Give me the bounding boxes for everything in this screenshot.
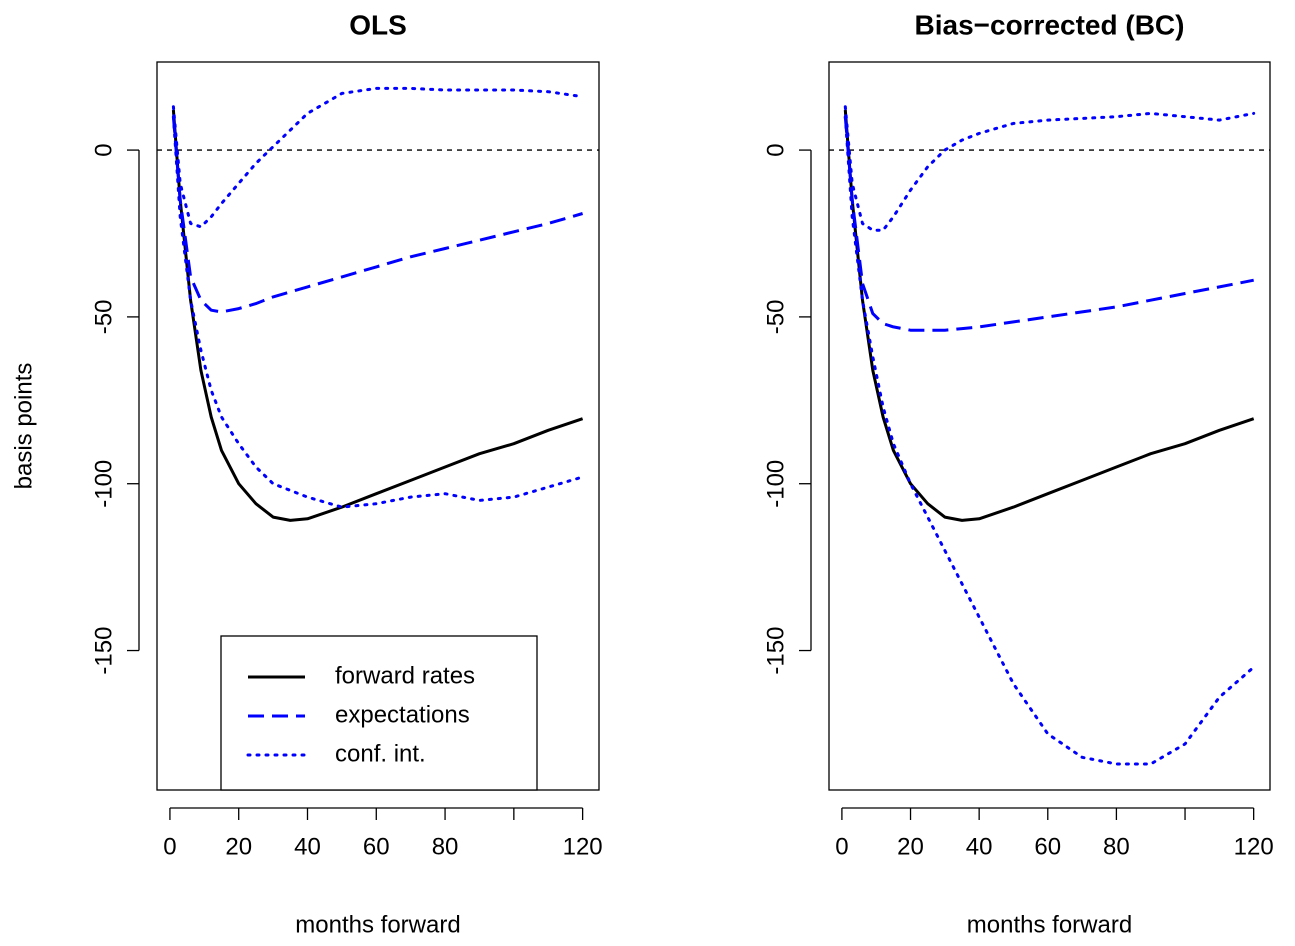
x-tick-label: 0 [163,833,176,860]
y-tick-label: 0 [90,143,117,156]
x-tick-label: 80 [432,833,459,860]
y-tick-label: -150 [90,627,117,675]
x-tick-label: 20 [225,833,252,860]
y-tick-label: 0 [762,143,789,156]
legend-label: expectations [335,701,470,728]
x-tick-label: 60 [363,833,390,860]
x-tick-label: 120 [1234,833,1274,860]
x-tick-label: 0 [835,833,848,860]
series-line [843,105,1256,232]
y-tick-label: -100 [90,460,117,508]
y-tick-label: -150 [762,627,789,675]
x-tick-label: 60 [1034,833,1061,860]
chart-title: Bias−corrected (BC) [915,9,1185,40]
legend-label: forward rates [335,662,475,689]
series-line [171,109,584,522]
x-axis-label: months forward [967,911,1132,938]
x-tick-label: 80 [1103,833,1130,860]
series-line [843,116,1254,332]
series-line [171,116,584,314]
series-line [843,109,1255,522]
chart-title: OLS [349,9,407,40]
legend-label: conf. int. [335,740,426,767]
plot-frame [828,61,1271,791]
y-tick-label: -100 [762,460,789,508]
x-tick-label: 40 [294,833,321,860]
x-axis-label: months forward [295,911,460,938]
x-tick-label: 120 [563,833,603,860]
y-tick-label: -50 [762,300,789,335]
y-axis-label: basis points [10,363,37,490]
x-tick-label: 20 [897,833,924,860]
series-line [171,115,585,509]
series-line [171,86,585,229]
y-tick-label: -50 [90,300,117,335]
legend-box [220,635,538,791]
x-tick-label: 40 [966,833,993,860]
series-line [843,115,1256,766]
